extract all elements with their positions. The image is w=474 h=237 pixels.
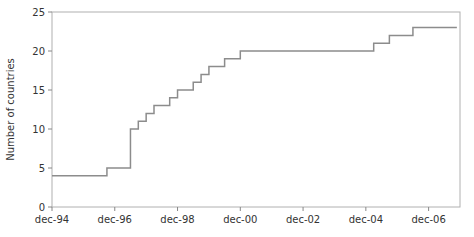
x-tick	[114, 207, 115, 211]
y-tick-label: 0	[39, 202, 45, 213]
step-line	[52, 28, 457, 176]
x-tick	[240, 207, 241, 211]
chart-svg: dec-94 dec-96 dec-98 dec-00 dec-02 dec-04 dec-…	[0, 0, 474, 237]
plot-area	[52, 28, 457, 176]
x-tick	[428, 207, 429, 211]
y-tick	[48, 90, 52, 91]
x-tick	[52, 207, 53, 211]
y-tick-label: 20	[32, 46, 45, 57]
x-tick-label: dec-06	[411, 214, 445, 225]
page: {"chart_data": {"type": "step", "x": [19…	[0, 0, 474, 237]
y-tick-label: 15	[32, 85, 45, 96]
y-axis: 0 5 10 15 20 25	[32, 7, 52, 213]
x-tick	[365, 207, 366, 211]
x-tick-label: dec-04	[349, 214, 383, 225]
y-tick-label: 5	[39, 163, 45, 174]
x-tick-label: dec-98	[160, 214, 194, 225]
y-tick	[48, 129, 52, 130]
x-tick-label: dec-94	[35, 214, 69, 225]
x-tick-label: dec-96	[98, 214, 132, 225]
x-tick	[303, 207, 304, 211]
y-tick-label: 25	[32, 7, 45, 18]
x-tick	[177, 207, 178, 211]
y-tick	[48, 51, 52, 52]
chart-container: dec-94 dec-96 dec-98 dec-00 dec-02 dec-04 dec-…	[0, 0, 474, 237]
x-tick-label: dec-02	[286, 214, 320, 225]
y-tick	[48, 207, 52, 208]
y-tick-label: 10	[32, 124, 45, 135]
y-tick	[48, 12, 52, 13]
plot-frame	[52, 12, 460, 207]
y-axis-label: Number of countries	[5, 58, 16, 161]
x-axis: dec-94 dec-96 dec-98 dec-00 dec-02 dec-04 dec-…	[35, 207, 446, 225]
x-tick-label: dec-00	[223, 214, 257, 225]
y-tick	[48, 168, 52, 169]
